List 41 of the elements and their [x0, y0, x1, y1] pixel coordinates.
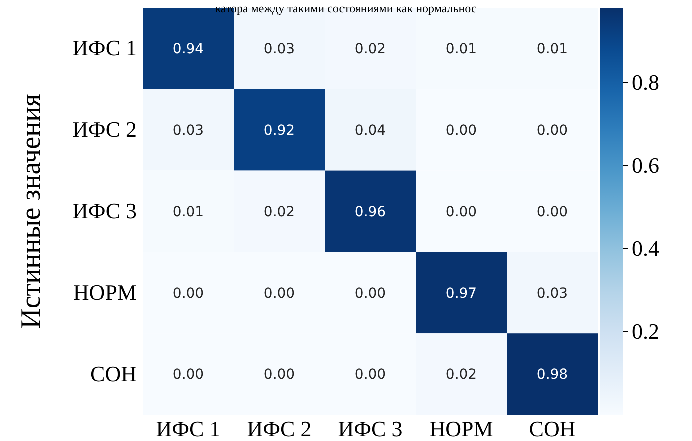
y-tick-label: ИФС 2	[72, 117, 137, 142]
color-bar-label: 0.2	[632, 318, 660, 344]
data-label: 0.92	[264, 123, 296, 139]
annotation: катора между такими состояниями как нормальнос	[215, 1, 477, 16]
data-label: 0.02	[354, 42, 386, 58]
data-label: 0.03	[536, 286, 568, 302]
x-tick-label: ИФС 3	[338, 416, 403, 441]
y-tick-label: НОРМ	[73, 280, 137, 305]
data-label: 0.03	[172, 123, 204, 139]
data-label: 0.03	[264, 42, 296, 58]
data-label: 0.01	[172, 204, 204, 220]
color-bar-label: 0.4	[632, 236, 660, 261]
data-label: 0.00	[172, 367, 204, 384]
data-label: 0.00	[354, 367, 386, 384]
data-label: 0.00	[264, 367, 296, 384]
y-tick-label: ИФС 1	[72, 36, 137, 61]
data-label: 0.00	[536, 204, 568, 220]
x-tick-label: ИФС 2	[247, 416, 312, 441]
data-label: 0.02	[264, 204, 296, 220]
data-label: 0.01	[446, 42, 478, 58]
data-label: 0.01	[536, 42, 568, 58]
data-label: 0.98	[536, 367, 568, 384]
data-label: 0.02	[446, 367, 478, 384]
y-axis-title: Истинные значения	[16, 94, 47, 329]
data-label: 0.00	[536, 123, 568, 139]
color-bar-label: 0.6	[632, 152, 660, 178]
x-tick-label: НОРМ	[430, 416, 494, 441]
data-label: 0.00	[354, 286, 386, 302]
data-label: 0.96	[354, 204, 386, 220]
data-label: 0.00	[264, 286, 296, 302]
color-bar-label: 0.8	[632, 70, 660, 95]
data-label: 0.00	[446, 123, 478, 139]
y-tick-label: СОН	[90, 361, 138, 386]
data-label: 0.97	[446, 286, 478, 302]
data-label: 0.00	[446, 204, 478, 220]
x-tick-label: СОН	[529, 416, 576, 441]
data-label: 0.04	[354, 123, 386, 139]
y-tick-label: ИФС 3	[72, 198, 137, 224]
data-label: 0.94	[172, 42, 204, 58]
x-tick-label: ИФС 1	[156, 416, 221, 441]
data-label: 0.00	[172, 286, 204, 302]
